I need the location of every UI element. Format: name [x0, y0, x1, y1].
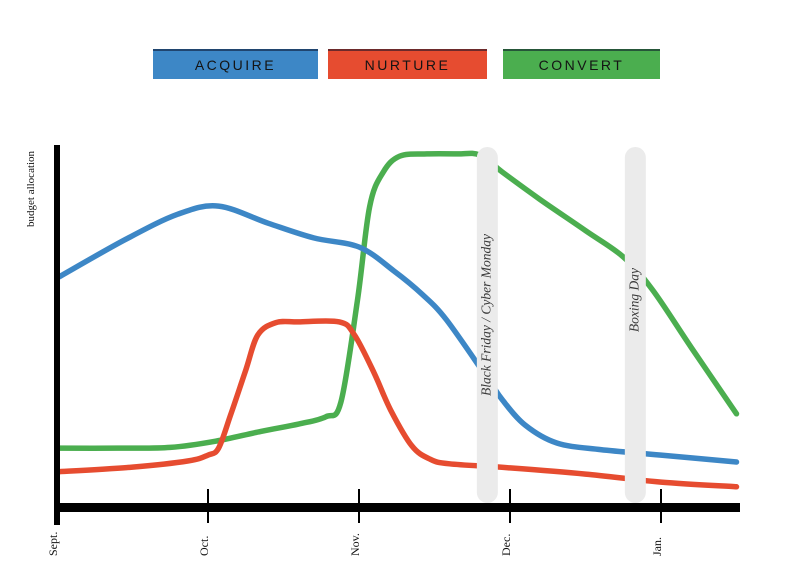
annotation-bar-1: [624, 147, 646, 503]
y-axis-label: budget allocation: [25, 150, 37, 227]
legend-chip-convert: CONVERT: [503, 49, 660, 79]
legend-chip-nurture: NURTURE: [328, 49, 487, 79]
x-tick-dec: [509, 489, 511, 523]
annotation-label-0: Black Friday / Cyber Monday: [478, 234, 493, 396]
legend-label-nurture: NURTURE: [364, 57, 451, 73]
x-tick-label-oct: Oct.: [197, 536, 211, 556]
annotation-label-1: Boxing Day: [626, 268, 641, 332]
legend-label-convert: CONVERT: [538, 57, 625, 73]
series-line-convert: [54, 150, 740, 451]
x-tick-label-jan: Jan.: [650, 537, 664, 556]
series-line-acquire: [54, 203, 740, 465]
chart-legend: ACQUIRE NURTURE CONVERT: [0, 0, 792, 100]
x-tick-label-sept: Sept.: [46, 532, 60, 556]
legend-label-acquire: ACQUIRE: [194, 57, 277, 73]
x-tick-nov: [358, 489, 360, 523]
annotation-bar-0: [476, 147, 498, 503]
x-tick-oct: [207, 489, 209, 523]
x-tick-label-nov: Nov.: [348, 533, 362, 556]
x-axis: [54, 503, 740, 512]
y-axis: [54, 145, 60, 525]
x-tick-label-dec: Dec.: [499, 534, 513, 556]
legend-chip-acquire: ACQUIRE: [153, 49, 318, 79]
series-line-nurture: [54, 318, 740, 490]
x-tick-jan: [660, 489, 662, 523]
